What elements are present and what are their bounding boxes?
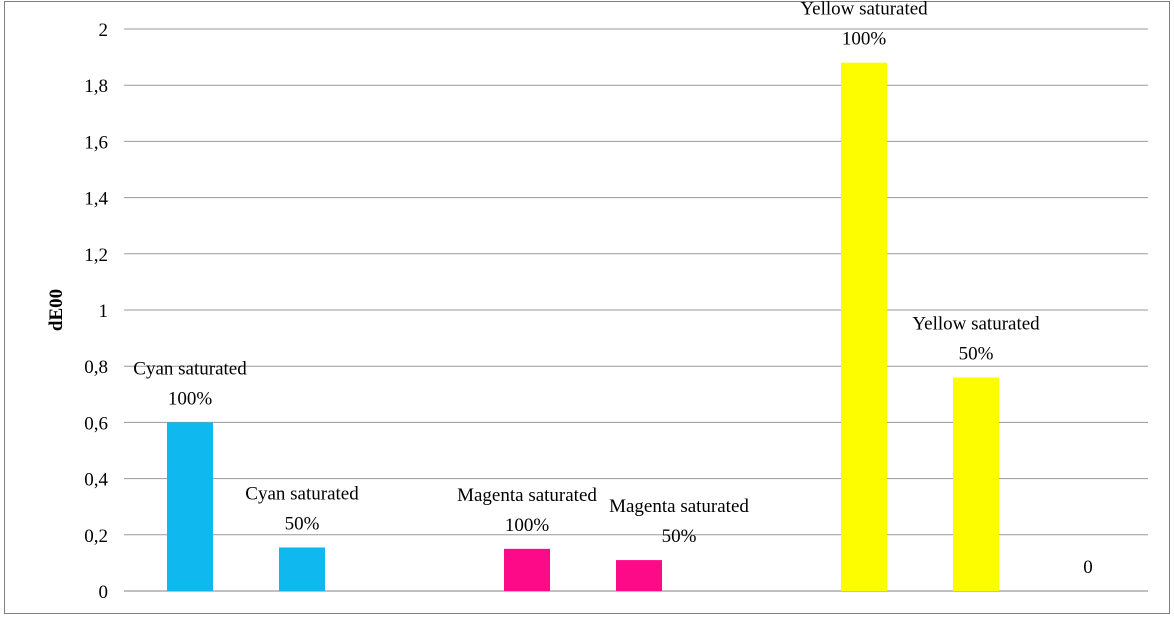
data-labels: Cyan saturated 100% Cyan saturated 50% Magen…	[133, 0, 1092, 578]
bar	[504, 548, 550, 591]
data-label-percent: 100%	[842, 29, 887, 50]
bar	[167, 422, 213, 591]
bar	[953, 377, 999, 591]
y-tick-label: 0,2	[84, 526, 108, 547]
y-tick-label: 1,2	[84, 245, 108, 266]
y-tick-label: 1,8	[84, 76, 108, 97]
data-label-percent: 50%	[662, 526, 697, 547]
y-tick-label: 0,6	[84, 413, 108, 434]
y-tick-label: 0,8	[84, 357, 108, 378]
y-tick-label: 0	[99, 582, 109, 603]
y-axis-tick-labels: 0 0,2 0,4 0,6 0,8 1 1,2 1,4 1,6 1,8 2	[84, 20, 108, 603]
data-label-category: Yellow saturated	[800, 0, 928, 20]
y-tick-label: 1,6	[84, 132, 108, 153]
data-label-category: Yellow saturated	[912, 313, 1040, 334]
y-tick-label: 1,4	[84, 189, 108, 210]
y-tick-label: 1	[99, 301, 109, 322]
data-label-category: Cyan saturated	[245, 483, 359, 504]
data-label-percent: 50%	[959, 343, 994, 364]
data-label-percent: 50%	[285, 513, 320, 534]
bar	[279, 547, 325, 591]
data-label-percent: 100%	[168, 388, 213, 409]
data-label-category: Magenta saturated	[457, 485, 597, 506]
data-label-percent: 100%	[505, 515, 550, 536]
bar	[616, 560, 662, 591]
y-axis-title: dE00	[46, 289, 67, 331]
data-label-value: 0	[1083, 557, 1093, 578]
data-label-category: Magenta saturated	[609, 496, 749, 517]
data-label-category: Cyan saturated	[133, 358, 247, 379]
bar-series	[167, 62, 999, 592]
bar	[841, 62, 887, 592]
y-tick-label: 2	[99, 20, 109, 41]
y-tick-label: 0,4	[84, 470, 108, 491]
